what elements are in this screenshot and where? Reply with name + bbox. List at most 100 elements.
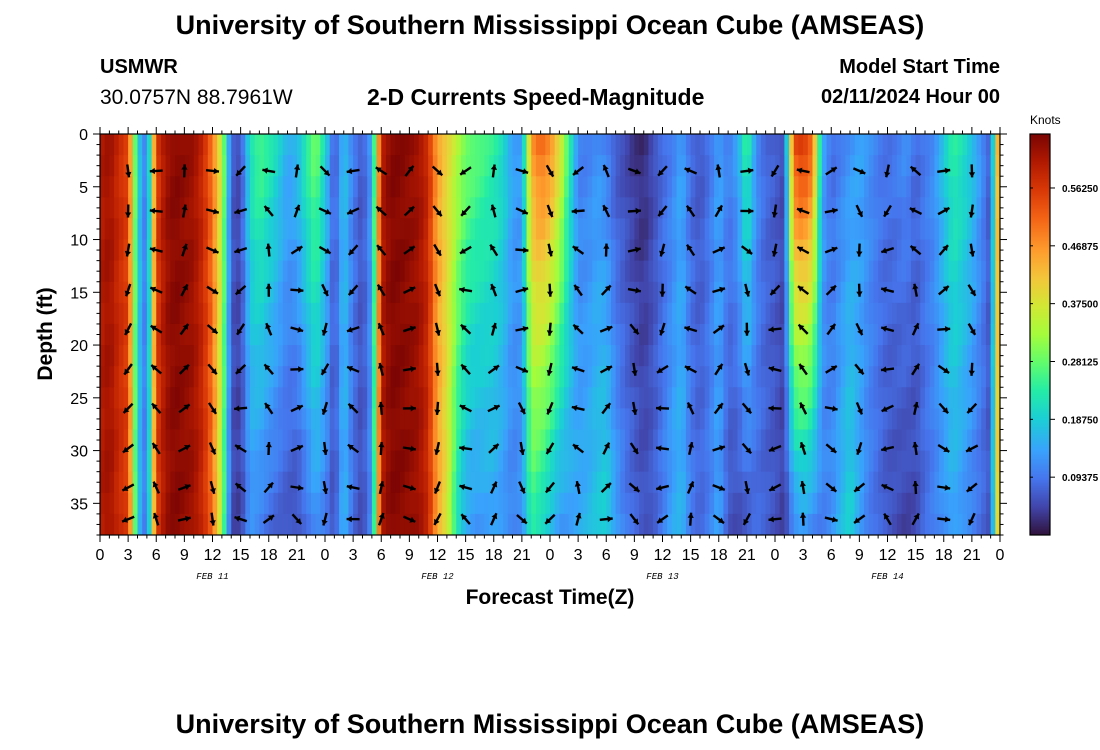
current-arrow bbox=[290, 326, 304, 333]
heat-cell bbox=[535, 281, 542, 304]
heat-cell bbox=[573, 450, 579, 473]
current-arrow bbox=[181, 204, 188, 218]
heat-cell bbox=[165, 323, 171, 346]
heat-cell bbox=[901, 197, 907, 220]
heat-cell bbox=[756, 239, 762, 262]
heat-cell bbox=[892, 134, 898, 156]
heat-cell bbox=[320, 260, 326, 283]
heat-cell bbox=[990, 513, 996, 535]
heat-cell bbox=[287, 450, 293, 473]
heat-cell bbox=[325, 218, 331, 241]
arrow-head bbox=[656, 405, 662, 412]
heat-cell bbox=[564, 387, 570, 409]
heat-cell bbox=[245, 366, 251, 388]
heat-cell bbox=[123, 408, 129, 431]
heat-cell bbox=[582, 239, 589, 262]
heat-cell bbox=[854, 513, 860, 535]
heat-cell bbox=[235, 471, 242, 494]
heat-cell bbox=[934, 450, 940, 473]
arrow-head bbox=[434, 409, 441, 415]
heat-cell bbox=[639, 323, 645, 346]
heat-cell bbox=[231, 366, 237, 388]
heat-cell bbox=[423, 155, 429, 177]
heat-cell bbox=[784, 197, 790, 220]
heat-cell bbox=[779, 197, 785, 220]
heat-cell bbox=[353, 492, 359, 515]
heat-cell bbox=[840, 429, 846, 452]
heat-cell bbox=[929, 197, 935, 220]
heat-cell bbox=[901, 492, 907, 515]
heat-cell bbox=[798, 345, 804, 367]
heat-cell bbox=[343, 492, 350, 515]
heat-cell bbox=[235, 155, 242, 177]
heat-cell bbox=[765, 302, 771, 325]
heat-cell bbox=[864, 218, 870, 241]
heat-cell bbox=[873, 260, 879, 283]
heat-cell bbox=[498, 134, 504, 156]
heat-cell bbox=[460, 366, 467, 388]
heat-cell bbox=[301, 450, 307, 473]
heat-cell bbox=[925, 197, 931, 220]
heat-cell bbox=[868, 366, 875, 388]
heat-cell bbox=[648, 176, 654, 198]
heat-cell bbox=[264, 323, 270, 346]
heat-cell bbox=[601, 387, 607, 409]
heat-cell bbox=[226, 260, 232, 283]
heat-cell bbox=[770, 239, 776, 262]
heat-cell bbox=[770, 450, 776, 473]
heat-cell bbox=[475, 302, 481, 325]
heat-cell bbox=[460, 450, 467, 473]
heat-cell bbox=[475, 239, 481, 262]
heat-cell bbox=[446, 281, 453, 304]
heat-cell bbox=[465, 260, 471, 283]
heat-cell bbox=[221, 492, 228, 515]
heat-cell bbox=[676, 513, 682, 535]
heat-cell bbox=[456, 408, 462, 431]
heat-cell bbox=[671, 492, 678, 515]
current-arrow bbox=[433, 243, 442, 257]
heat-cell bbox=[203, 134, 209, 156]
heat-cell bbox=[850, 260, 856, 283]
heat-cell bbox=[671, 450, 678, 473]
heat-cell bbox=[578, 197, 584, 220]
heat-cell bbox=[132, 471, 139, 494]
heat-cell bbox=[957, 134, 964, 156]
arrow-head bbox=[124, 329, 131, 335]
heat-cell bbox=[512, 197, 518, 220]
arrow-head bbox=[545, 486, 552, 493]
heat-cell bbox=[864, 450, 870, 473]
arrow-head bbox=[799, 512, 807, 518]
heat-cell bbox=[170, 176, 176, 198]
heat-cell bbox=[517, 260, 523, 283]
heat-cell bbox=[634, 387, 640, 409]
heat-cell bbox=[456, 429, 462, 452]
heat-cell bbox=[456, 513, 462, 535]
heat-cell bbox=[634, 176, 640, 198]
heat-cell bbox=[540, 323, 546, 346]
heat-cell bbox=[503, 134, 509, 156]
heat-cell bbox=[845, 513, 851, 535]
heat-cell bbox=[175, 197, 181, 220]
heat-cell bbox=[723, 134, 729, 156]
heat-cell bbox=[985, 260, 992, 283]
heat-cell bbox=[334, 176, 340, 198]
heat-cell bbox=[109, 176, 115, 198]
heat-cell bbox=[240, 408, 246, 431]
heat-cell bbox=[470, 176, 476, 198]
current-arrow bbox=[459, 166, 472, 176]
heat-cell bbox=[118, 450, 125, 473]
heat-cell bbox=[643, 408, 650, 431]
heat-cell bbox=[550, 197, 556, 220]
arrow-head bbox=[831, 516, 838, 523]
heat-cell bbox=[259, 155, 265, 177]
arrow-head bbox=[856, 291, 863, 297]
heat-cell bbox=[100, 197, 106, 220]
heat-cell bbox=[892, 471, 898, 494]
heat-cell bbox=[170, 450, 176, 473]
heat-cell bbox=[423, 134, 429, 156]
heat-cell bbox=[193, 345, 200, 367]
heat-cell bbox=[348, 471, 354, 494]
heat-cell bbox=[892, 302, 898, 325]
heat-cell bbox=[306, 450, 312, 473]
heat-cell bbox=[353, 197, 359, 220]
